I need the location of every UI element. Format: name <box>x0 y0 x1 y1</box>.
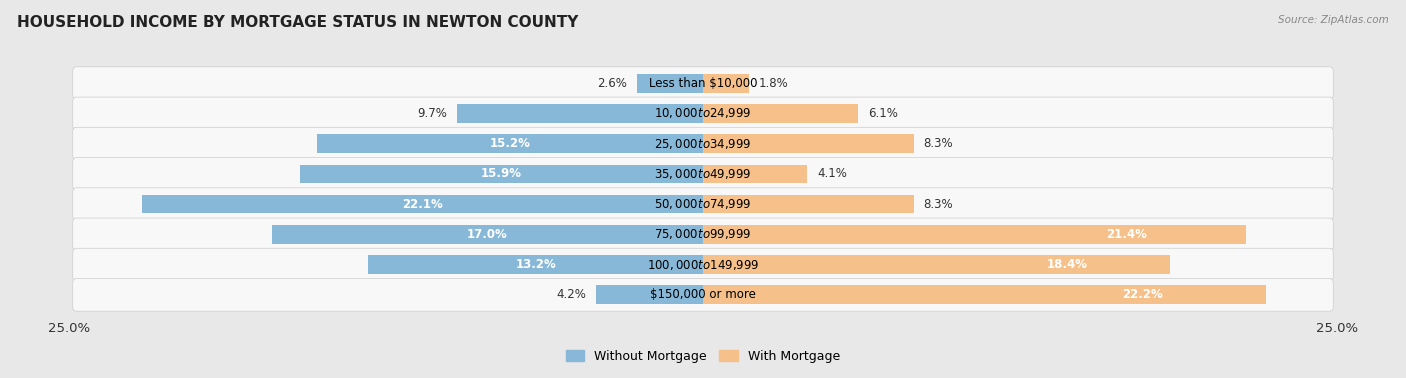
Text: 9.7%: 9.7% <box>418 107 447 120</box>
Text: 8.3%: 8.3% <box>924 137 953 150</box>
Text: 22.1%: 22.1% <box>402 198 443 211</box>
FancyBboxPatch shape <box>73 279 1333 311</box>
Text: 15.2%: 15.2% <box>489 137 530 150</box>
Text: 8.3%: 8.3% <box>924 198 953 211</box>
Text: 4.1%: 4.1% <box>817 167 846 180</box>
FancyBboxPatch shape <box>73 67 1333 99</box>
Text: 2.6%: 2.6% <box>598 77 627 90</box>
Bar <box>703 164 807 183</box>
Text: $100,000 to $149,999: $100,000 to $149,999 <box>647 257 759 272</box>
Bar <box>596 285 703 304</box>
Text: $150,000 or more: $150,000 or more <box>650 288 756 301</box>
Bar <box>703 255 1170 274</box>
Bar <box>703 285 1265 304</box>
Bar <box>703 195 914 214</box>
Bar <box>703 225 1246 244</box>
Text: 6.1%: 6.1% <box>868 107 898 120</box>
Text: Source: ZipAtlas.com: Source: ZipAtlas.com <box>1278 15 1389 25</box>
Bar <box>703 134 914 153</box>
Bar <box>368 255 703 274</box>
Text: $35,000 to $49,999: $35,000 to $49,999 <box>654 167 752 181</box>
Text: Less than $10,000: Less than $10,000 <box>648 77 758 90</box>
Bar <box>637 74 703 93</box>
Bar <box>457 104 703 123</box>
Text: $50,000 to $74,999: $50,000 to $74,999 <box>654 197 752 211</box>
Text: 15.9%: 15.9% <box>481 167 522 180</box>
FancyBboxPatch shape <box>73 158 1333 190</box>
Bar <box>703 104 858 123</box>
FancyBboxPatch shape <box>73 127 1333 160</box>
Text: 1.8%: 1.8% <box>759 77 789 90</box>
Bar <box>318 134 703 153</box>
FancyBboxPatch shape <box>73 97 1333 130</box>
Text: HOUSEHOLD INCOME BY MORTGAGE STATUS IN NEWTON COUNTY: HOUSEHOLD INCOME BY MORTGAGE STATUS IN N… <box>17 15 578 30</box>
Text: 18.4%: 18.4% <box>1046 258 1087 271</box>
Bar <box>703 74 748 93</box>
FancyBboxPatch shape <box>73 218 1333 251</box>
Bar <box>142 195 703 214</box>
Text: $10,000 to $24,999: $10,000 to $24,999 <box>654 106 752 121</box>
Text: 13.2%: 13.2% <box>515 258 555 271</box>
Text: 21.4%: 21.4% <box>1107 228 1147 241</box>
FancyBboxPatch shape <box>73 188 1333 220</box>
Bar <box>271 225 703 244</box>
Text: 4.2%: 4.2% <box>557 288 586 301</box>
Legend: Without Mortgage, With Mortgage: Without Mortgage, With Mortgage <box>561 345 845 368</box>
FancyBboxPatch shape <box>73 248 1333 281</box>
Bar <box>299 164 703 183</box>
Text: 22.2%: 22.2% <box>1122 288 1163 301</box>
Text: $25,000 to $34,999: $25,000 to $34,999 <box>654 136 752 151</box>
Text: $75,000 to $99,999: $75,000 to $99,999 <box>654 227 752 242</box>
Text: 17.0%: 17.0% <box>467 228 508 241</box>
